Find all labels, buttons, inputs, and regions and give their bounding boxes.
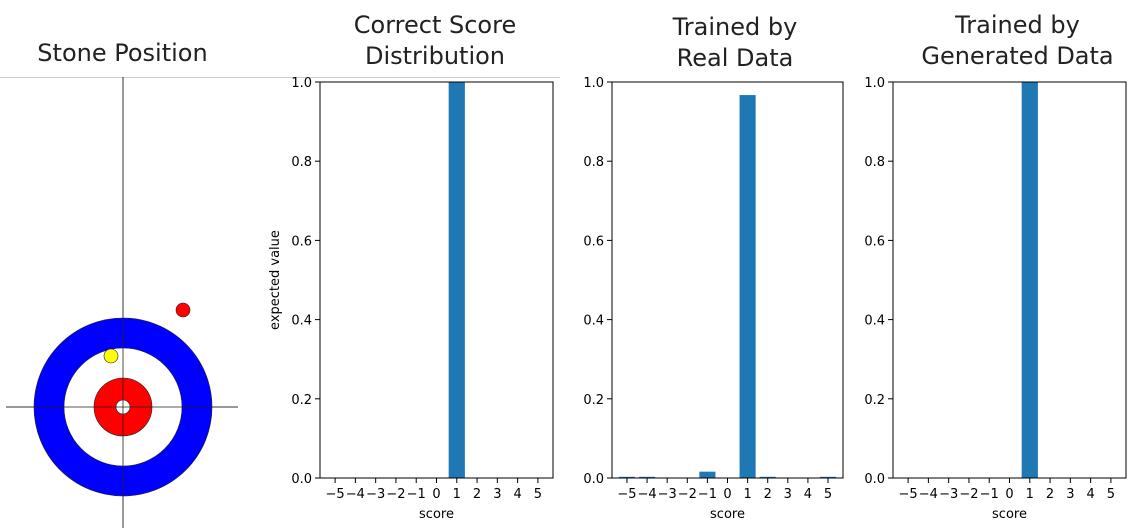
bar-2-10: [819, 476, 837, 478]
xtick-label-1-0: −5: [326, 487, 345, 502]
ytick-label-3-5: 1.0: [864, 76, 885, 91]
stone-position-diagram: [6, 77, 238, 528]
chart-1: 0.0 0.2 0.4 0.6 0.8 1.0 −5 −4 −3 −2 −1 0 1 2 3 4 5 score e…: [268, 76, 554, 522]
xtick-label-1-5: 0: [432, 487, 440, 502]
xtick-label-2-8: 3: [784, 487, 792, 502]
xtick-label-1-10: 5: [534, 487, 542, 502]
chart-3: 0.0 0.2 0.4 0.6 0.8 1.0 −5 −4 −3 −2 −1 0 1 2 3 4 5 score: [864, 76, 1127, 522]
ytick-label-2-2: 0.4: [583, 314, 604, 329]
xtick-label-1-7: 2: [473, 487, 481, 502]
xtick-label-2-6: 1: [743, 487, 751, 502]
chart-2-title: Trained by Real Data: [672, 13, 798, 72]
xtick-label-2-2: −3: [658, 487, 677, 502]
bar-3-6: [1021, 82, 1038, 478]
xtick-label-3-10: 5: [1107, 487, 1115, 502]
stone-red: [175, 302, 191, 318]
ytick-label-3-4: 0.8: [864, 155, 885, 170]
xtick-label-2-10: 5: [824, 487, 832, 502]
ylabel-1: expected value: [268, 230, 283, 330]
ytick-label-3-3: 0.6: [864, 234, 885, 249]
xtick-label-1-3: −2: [386, 487, 405, 502]
xtick-label-2-9: 4: [804, 487, 812, 502]
ytick-label-2-3: 0.6: [583, 234, 604, 249]
ytick-label-3-1: 0.2: [864, 393, 885, 408]
ytick-label-1-4: 0.8: [291, 155, 312, 170]
ytick-label-3-0: 0.0: [864, 472, 885, 487]
xtick-label-2-3: −2: [678, 487, 697, 502]
xtick-label-2-5: 0: [723, 487, 731, 502]
xtick-label-2-1: −4: [637, 487, 656, 502]
ytick-label-1-1: 0.2: [291, 393, 312, 408]
chart-2: 0.0 0.2 0.4 0.6 0.8 1.0 −5 −4 −3 −2 −1 0 1 2 3 4 5 score: [583, 76, 844, 522]
ytick-label-2-1: 0.2: [583, 393, 604, 408]
xtick-label-1-4: −1: [407, 487, 426, 502]
bar-2-0: [618, 476, 636, 478]
stone-position-title: Stone Position: [37, 39, 208, 67]
ytick-label-1-2: 0.4: [291, 314, 312, 329]
xtick-label-3-4: −1: [980, 487, 999, 502]
xtick-label-3-3: −2: [959, 487, 978, 502]
xtick-label-1-1: −4: [346, 487, 365, 502]
xtick-label-1-9: 4: [513, 487, 521, 502]
chart-3-title: Trained by Generated Data: [921, 11, 1114, 70]
bar-2-6: [739, 95, 756, 479]
xtick-label-3-6: 1: [1026, 487, 1034, 502]
xtick-label-2-0: −5: [617, 487, 636, 502]
xtick-label-1-6: 1: [453, 487, 461, 502]
ytick-label-1-5: 1.0: [291, 76, 312, 91]
bar-2-7: [759, 476, 776, 478]
stone-yellow: [103, 348, 119, 364]
xtick-label-2-7: 2: [764, 487, 772, 502]
xlabel-1: score: [419, 507, 454, 522]
chart-3-frame: [892, 81, 1127, 479]
xtick-label-1-8: 3: [493, 487, 501, 502]
ytick-label-3-2: 0.4: [864, 314, 885, 329]
xtick-label-3-5: 0: [1005, 487, 1013, 502]
bar-2-4: [699, 471, 716, 478]
ytick-label-2-4: 0.8: [583, 155, 604, 170]
xlabel-2: score: [710, 507, 745, 522]
chart-2-frame: [611, 81, 844, 479]
ytick-label-1-3: 0.6: [291, 234, 312, 249]
chart-1-title: Correct Score Distribution: [353, 11, 517, 70]
xtick-label-3-0: −5: [899, 487, 918, 502]
xtick-label-1-2: −3: [366, 487, 385, 502]
ytick-label-2-0: 0.0: [583, 472, 604, 487]
xtick-label-2-4: −1: [698, 487, 717, 502]
xtick-label-3-2: −3: [939, 487, 958, 502]
xtick-label-3-1: −4: [919, 487, 938, 502]
xtick-label-3-9: 4: [1086, 487, 1094, 502]
bar-2-1: [639, 476, 656, 478]
bar-1-6: [448, 82, 465, 478]
xlabel-3: score: [992, 507, 1027, 522]
chart-1-frame: [319, 81, 554, 479]
xtick-label-3-8: 3: [1066, 487, 1074, 502]
xtick-label-3-7: 2: [1046, 487, 1054, 502]
ytick-label-1-0: 0.0: [291, 472, 312, 487]
ytick-label-2-5: 1.0: [583, 76, 604, 91]
header-divider: [0, 77, 560, 78]
